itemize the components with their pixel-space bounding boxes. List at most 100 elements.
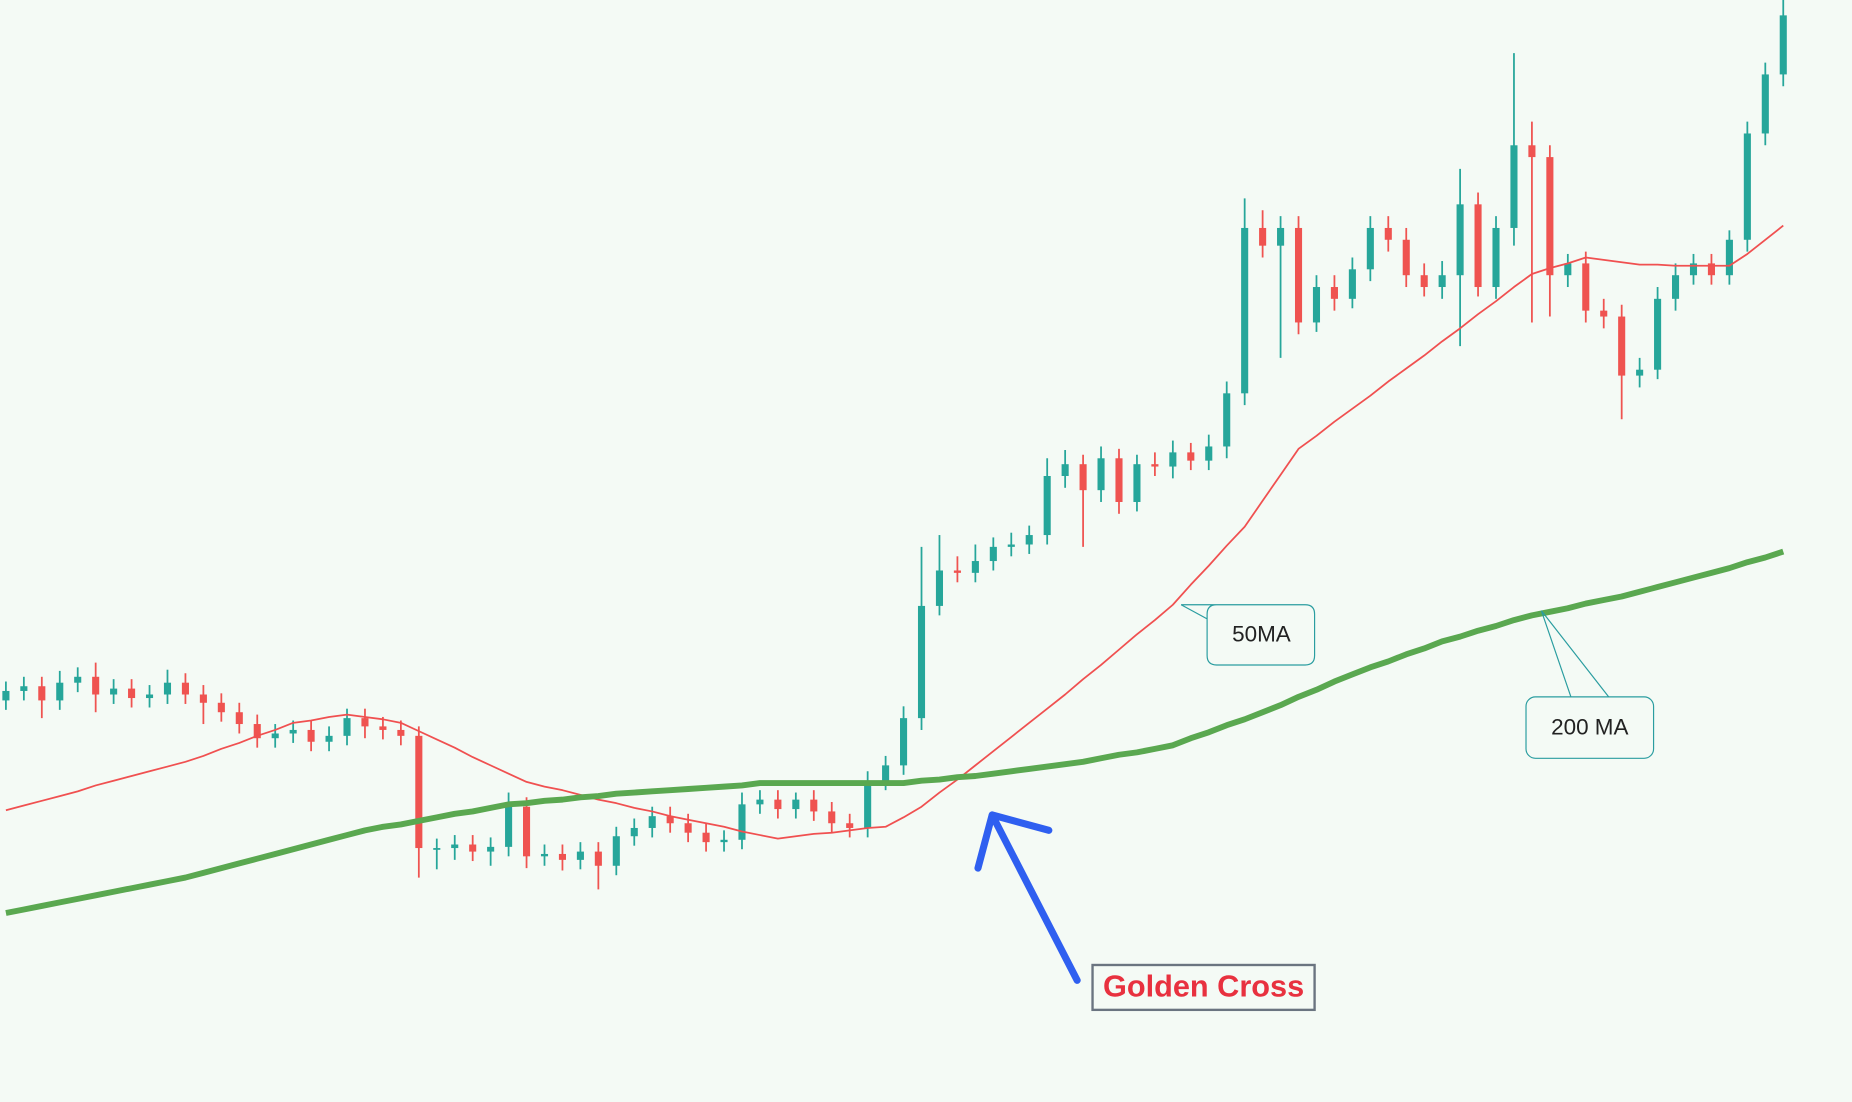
candle-body (1761, 74, 1769, 134)
candle-body (38, 686, 46, 701)
callout-pointer (1540, 610, 1610, 698)
candle-body (397, 729, 405, 736)
candle-body (325, 735, 333, 742)
candle-body (900, 718, 908, 766)
candle-body (917, 605, 926, 719)
candle-body (1097, 458, 1105, 491)
candle-body (1241, 227, 1249, 394)
candle-body (74, 676, 82, 683)
candle-body (505, 806, 513, 847)
candle-body (971, 561, 979, 573)
candle-body (989, 546, 997, 562)
candle-body (1725, 239, 1733, 276)
candle-body (846, 823, 854, 828)
candle-body (1169, 452, 1177, 467)
candle-body (1618, 316, 1626, 376)
candle-body (1366, 227, 1374, 270)
candle-body (774, 799, 782, 810)
candle-body (235, 712, 243, 725)
candle-body (1384, 227, 1392, 240)
candle-body (1348, 269, 1356, 299)
candle-body (289, 729, 297, 734)
candle-body (1438, 275, 1446, 288)
ma-line (5, 548, 1785, 916)
candle-body (810, 799, 818, 812)
moving-averages (5, 224, 1785, 916)
candle-body (1025, 535, 1033, 545)
candle-body (1223, 393, 1231, 447)
candle-body (540, 853, 549, 857)
candle-body (792, 799, 800, 810)
candle-body (92, 676, 100, 695)
candle-body (1528, 145, 1536, 158)
candle-body (935, 570, 944, 606)
candle-body (594, 851, 602, 866)
candle-body (56, 682, 64, 701)
candle-body (128, 688, 136, 699)
candle-body (720, 839, 728, 843)
candle-body (1277, 227, 1285, 246)
candle-body (523, 806, 531, 857)
candle-body (576, 851, 584, 860)
candle-body (1061, 464, 1069, 476)
candle-body (702, 832, 710, 843)
annotation-box (1091, 963, 1316, 1012)
candles (2, 0, 1787, 890)
candle-body (415, 735, 423, 849)
candle-body (828, 811, 836, 824)
candle-body (1133, 464, 1141, 502)
candle-body (1007, 544, 1015, 547)
candle-body (451, 844, 459, 849)
candle-body (1205, 446, 1213, 461)
candle-body (756, 799, 764, 805)
candle-body (1079, 464, 1087, 491)
candle-body (1510, 145, 1518, 228)
candle-body (199, 694, 207, 703)
arrow (974, 811, 1081, 984)
candle-body (882, 765, 890, 781)
candle-body (1312, 287, 1321, 323)
callout-200ma (1525, 696, 1655, 759)
candle-body (1654, 298, 1662, 370)
candle-body (738, 804, 746, 840)
candle-body (1456, 204, 1464, 276)
candle-body (1671, 275, 1680, 299)
candle-body (217, 702, 225, 713)
candle-body (1187, 452, 1195, 461)
candle-body (1546, 157, 1554, 276)
candle-body (1420, 275, 1428, 288)
candle-body (1043, 475, 1051, 536)
candle-body (253, 724, 261, 739)
callout-label: 50MA (1232, 621, 1291, 646)
candle-body (145, 694, 154, 699)
candle-body (487, 846, 495, 852)
candle-body (379, 726, 387, 730)
candle-body (1600, 310, 1608, 317)
candle-body (684, 823, 692, 833)
candle-body (469, 844, 477, 852)
candle-body (1779, 15, 1787, 75)
candle-body (1743, 133, 1751, 240)
candle-body (361, 718, 369, 727)
candle-body (1564, 263, 1572, 276)
candle-body (110, 688, 118, 695)
ma-line (5, 224, 1784, 840)
candle-body (1636, 369, 1644, 376)
candle-body (612, 836, 620, 866)
candle-body (864, 780, 872, 828)
candle-body (181, 682, 189, 695)
callout-label: 200 MA (1551, 715, 1628, 740)
candle-body (1689, 263, 1698, 276)
candle-body (1330, 287, 1338, 299)
candle-body (1151, 464, 1159, 467)
candle-body (20, 686, 28, 691)
candle-body (1259, 227, 1267, 246)
candle-body (2, 690, 10, 701)
candle-body (558, 853, 566, 860)
candle-body (1707, 263, 1715, 276)
candle-body (271, 733, 279, 739)
candle-body (630, 827, 638, 837)
candle-body (163, 682, 172, 695)
candle-body (1294, 227, 1303, 323)
